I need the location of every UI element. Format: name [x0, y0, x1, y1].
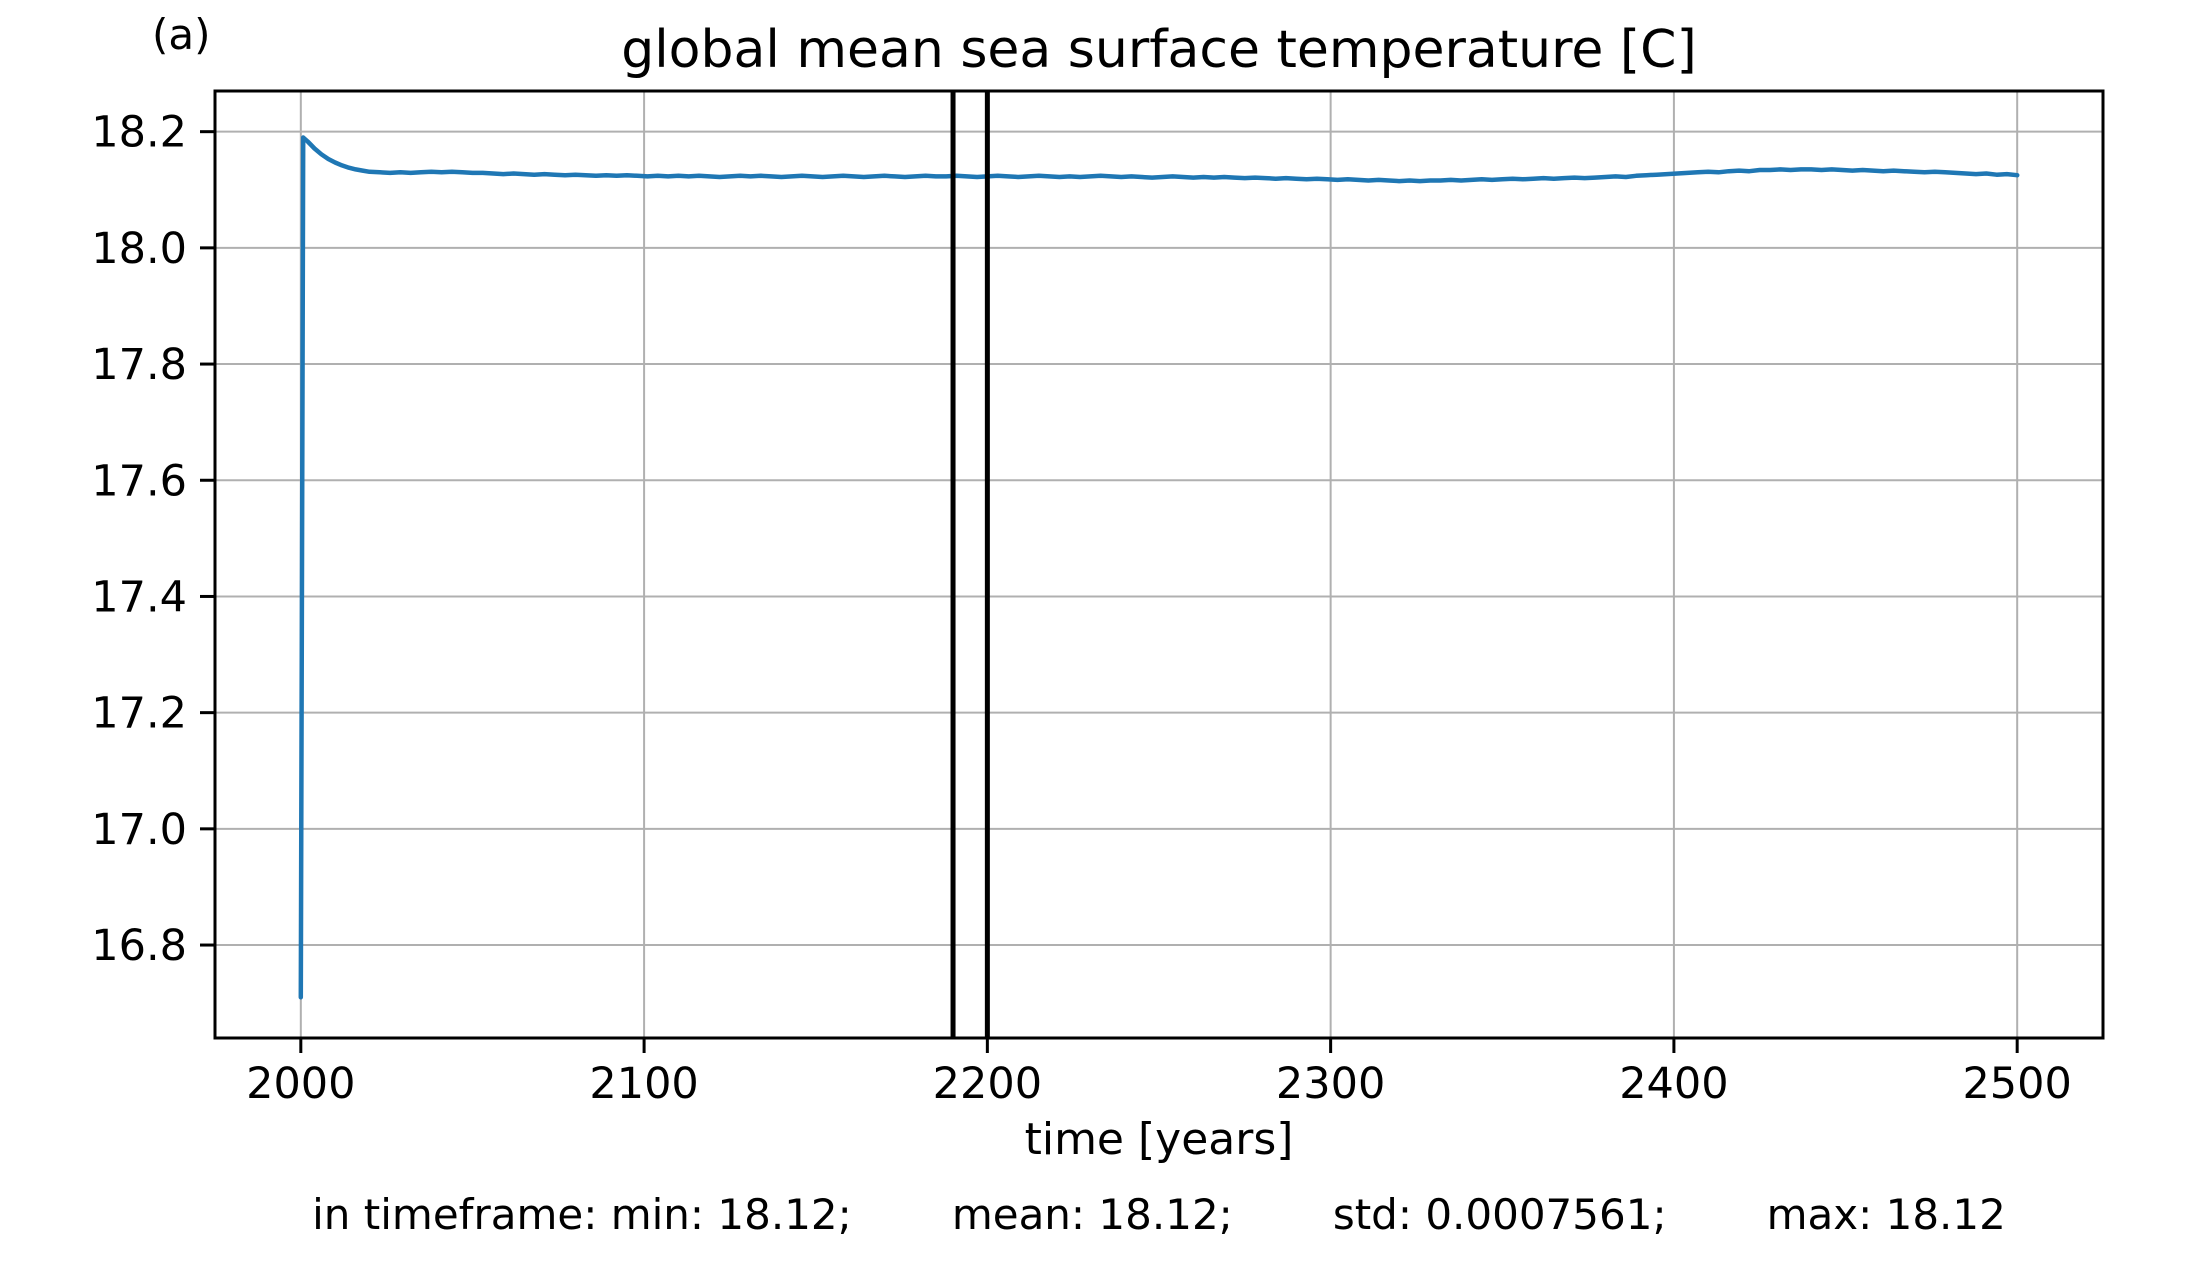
x-tick-label: 2000 [246, 1059, 355, 1109]
x-tick-label: 2100 [589, 1059, 698, 1109]
chart-title: global mean sea surface temperature [C] [621, 20, 1697, 80]
plot-border [213, 89, 2105, 1040]
stat-min: in timeframe: min: 18.12; [312, 1190, 852, 1239]
stats-line: in timeframe: min: 18.12; mean: 18.12; s… [215, 1190, 2103, 1239]
y-tick-label: 17.0 [91, 805, 187, 855]
x-tick-label: 2400 [1619, 1059, 1728, 1109]
y-tick-label: 16.8 [91, 921, 187, 971]
stat-max: max: 18.12 [1766, 1190, 2006, 1239]
y-tick-label: 17.4 [91, 572, 187, 622]
y-tick-label: 17.8 [91, 340, 187, 390]
y-tick-label: 17.2 [91, 689, 187, 739]
temperature-line [298, 135, 2020, 1000]
y-tick-label: 17.6 [91, 456, 187, 506]
stat-std: std: 0.0007561; [1332, 1190, 1667, 1239]
x-tick-label: 2200 [933, 1059, 1042, 1109]
stat-mean: mean: 18.12; [951, 1190, 1233, 1239]
x-axis-label: time [years] [1024, 1114, 1294, 1165]
panel-label: (a) [152, 10, 211, 59]
x-tick-label: 2500 [1962, 1059, 2071, 1109]
plot-background [215, 91, 2103, 1038]
y-tick-label: 18.2 [91, 108, 187, 158]
x-tick-label: 2300 [1276, 1059, 1385, 1109]
y-tick-label: 18.0 [91, 224, 187, 274]
